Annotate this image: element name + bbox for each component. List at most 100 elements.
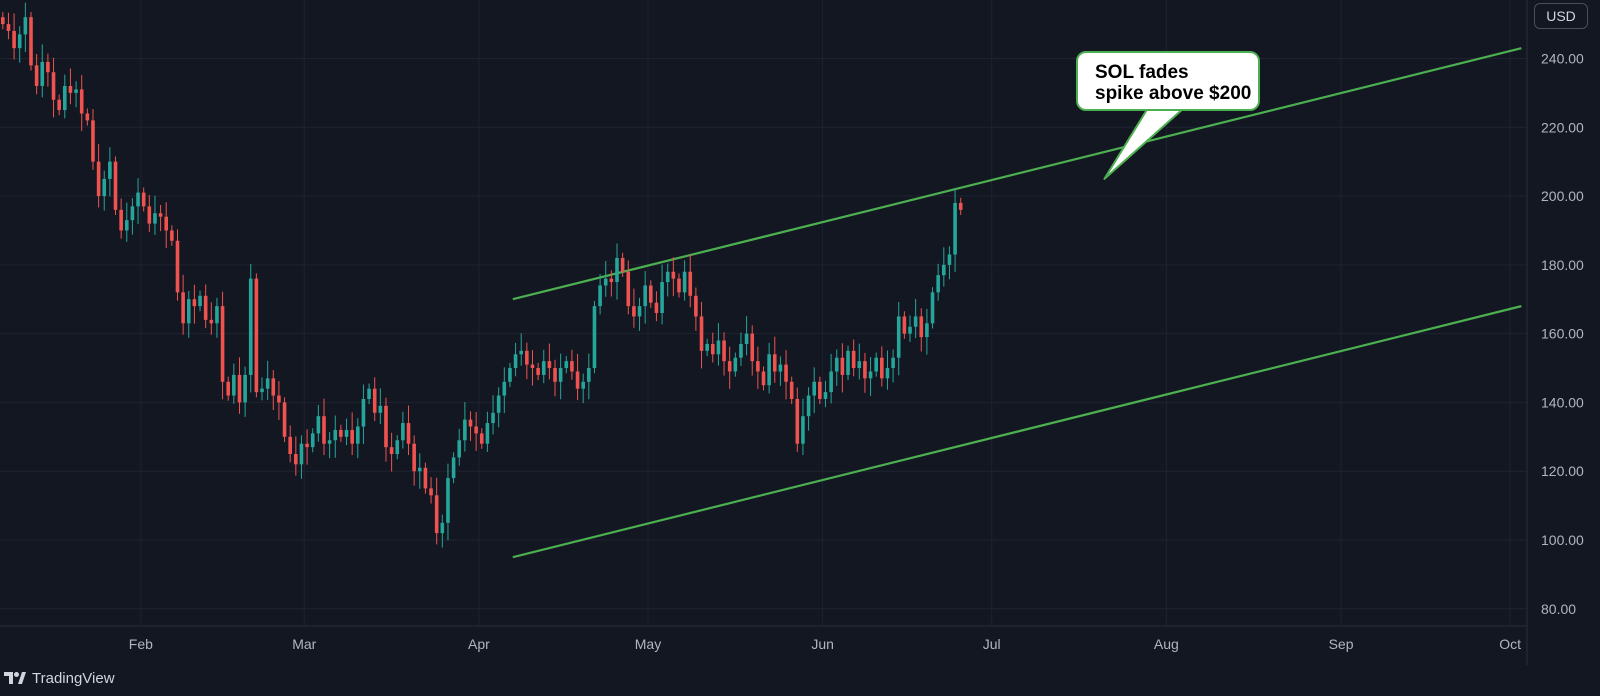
price-axis[interactable]: 80.00 100.00 120.00 140.00 160.00 180.00 200.0… <box>1541 50 1584 616</box>
candle-body <box>164 216 169 231</box>
candle-body <box>417 467 422 472</box>
candle-body <box>91 120 95 162</box>
candle-body <box>908 326 912 334</box>
time-tick-label: May <box>635 636 661 652</box>
candle-body <box>350 429 354 444</box>
candle-body <box>671 271 676 279</box>
currency-badge[interactable]: USD <box>1534 3 1588 29</box>
candle-body <box>389 447 394 455</box>
candle-body <box>885 368 890 379</box>
trendlines[interactable] <box>512 47 1522 559</box>
candle-body <box>536 368 540 375</box>
trendline-lower[interactable] <box>512 305 1522 559</box>
candle-body <box>384 405 388 448</box>
candle-body <box>153 213 157 224</box>
candle-body <box>953 202 957 255</box>
candle-body <box>6 24 11 31</box>
candle-body <box>254 278 259 393</box>
candle-body <box>344 429 349 437</box>
candle-body <box>564 361 569 369</box>
candle-body <box>649 285 653 303</box>
candle-body <box>310 433 315 448</box>
tradingview-logo-icon[interactable] <box>4 671 26 685</box>
candle-body <box>716 340 721 355</box>
candle-body <box>947 254 952 265</box>
candle-body <box>130 206 135 221</box>
candle-body <box>761 371 766 386</box>
candle-body <box>316 416 321 434</box>
candle-body <box>592 306 597 369</box>
candle-body <box>829 371 833 393</box>
candle-body <box>220 306 225 382</box>
candle-body <box>553 368 557 382</box>
candle-body <box>136 192 140 207</box>
candle-body <box>874 357 878 372</box>
candle-body <box>96 161 101 197</box>
candle-body <box>942 264 946 276</box>
candle-body <box>513 354 518 369</box>
candle-body <box>85 113 90 121</box>
candle-body <box>271 378 276 396</box>
candle-body <box>468 419 473 427</box>
candle-body <box>479 433 484 444</box>
candle-body <box>457 440 462 458</box>
candle-body <box>750 333 755 362</box>
candle-body <box>863 361 867 379</box>
candle-body <box>744 333 749 344</box>
candle-body <box>226 381 231 396</box>
candle-body <box>930 292 935 324</box>
candle-body <box>34 65 39 86</box>
candle-body <box>215 306 219 324</box>
candle-body <box>823 392 828 399</box>
candle-body <box>463 419 467 441</box>
candle-body <box>919 316 924 338</box>
candle-body <box>784 364 788 382</box>
time-axis[interactable]: Feb Mar Apr May Jun Jul Aug Sep Oct <box>129 636 1521 652</box>
candle-body <box>288 436 292 455</box>
candle-body <box>46 61 50 73</box>
time-tick-label: Jun <box>811 636 834 652</box>
candle-body <box>237 374 242 403</box>
candle-body <box>541 361 546 375</box>
candle-body <box>643 285 647 307</box>
candle-body <box>51 72 56 100</box>
candle-body <box>158 213 163 217</box>
candle-body <box>108 161 112 179</box>
candle-body <box>806 395 811 417</box>
candle-body <box>958 202 963 210</box>
candle-body <box>925 323 929 338</box>
price-tick-label: 100.00 <box>1541 532 1584 548</box>
candle-body <box>181 292 185 324</box>
time-tick-label: Sep <box>1329 636 1354 652</box>
time-tick-label: Jul <box>983 636 1001 652</box>
candle-body <box>57 99 61 111</box>
candle-body <box>547 361 552 369</box>
candle-body <box>868 371 873 379</box>
candle-body <box>637 306 642 317</box>
price-tick-label: 200.00 <box>1541 188 1584 204</box>
candle-body <box>485 423 490 444</box>
candle-body <box>609 278 614 283</box>
candle-body <box>530 364 535 369</box>
candle-body <box>626 271 631 307</box>
callout-pointer-shape <box>1103 107 1185 180</box>
candle-body <box>491 412 495 424</box>
candle-body <box>446 478 450 523</box>
candlesticks <box>1 2 963 548</box>
trendline-upper[interactable] <box>512 47 1522 301</box>
candle-body <box>333 429 338 441</box>
candle-body <box>727 361 732 372</box>
candle-body <box>587 368 591 382</box>
candle-body <box>902 316 907 334</box>
candle-body <box>880 357 884 379</box>
candle-body <box>192 299 197 307</box>
candle-body <box>699 316 704 351</box>
tradingview-brand[interactable]: TradingView <box>32 669 115 687</box>
candle-body <box>378 405 383 413</box>
candle-body <box>243 374 247 403</box>
price-tick-label: 220.00 <box>1541 119 1584 135</box>
candle-body <box>778 364 783 372</box>
candle-body <box>767 354 771 386</box>
